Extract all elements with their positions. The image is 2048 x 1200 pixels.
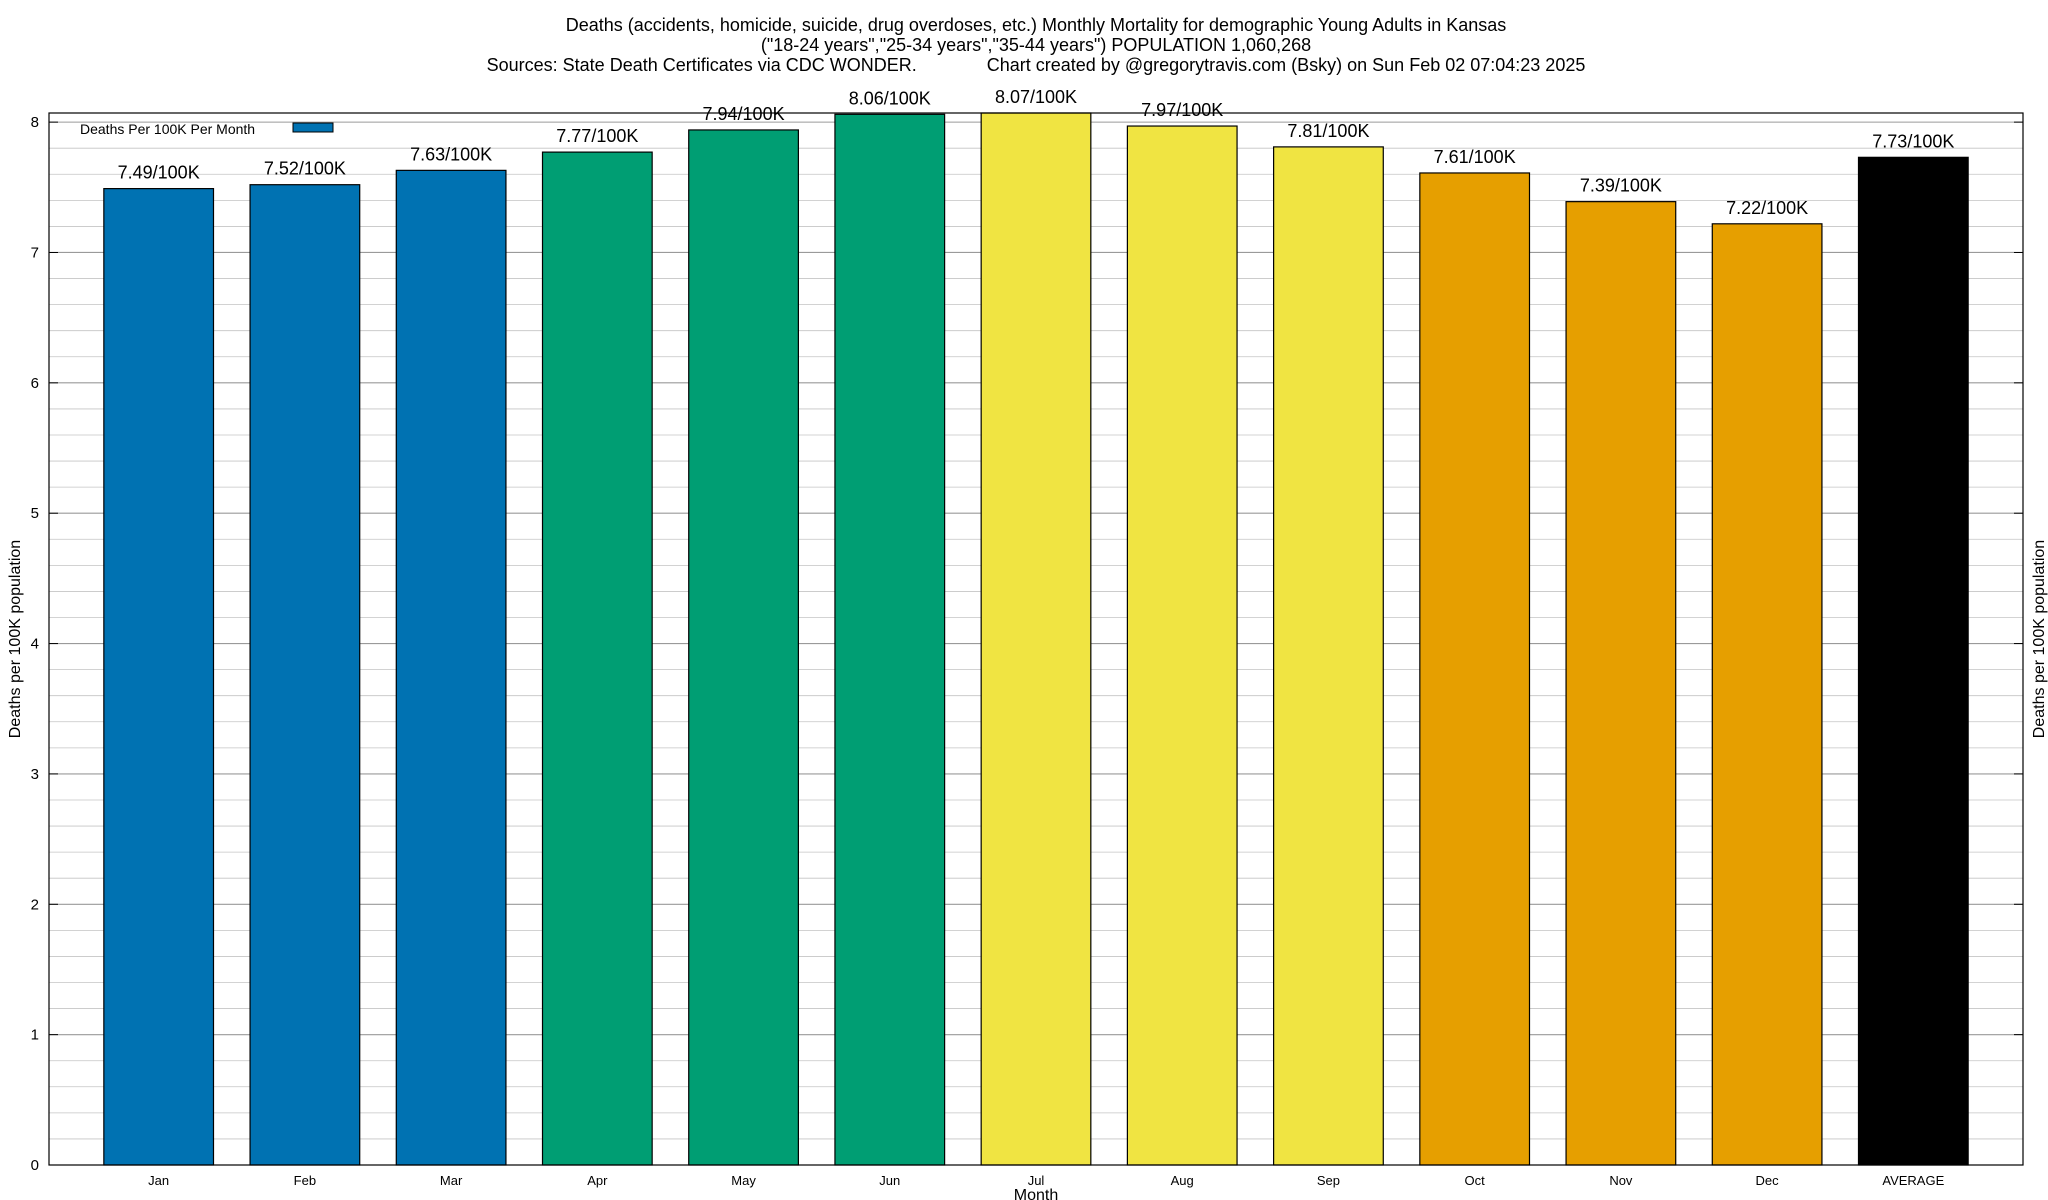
- bar-value-label: 7.39/100K: [1580, 176, 1662, 196]
- y-axis-ticks: 0 1 2 3 4 5 6 7 8: [31, 114, 2023, 1174]
- x-axis-ticks: Jan Feb Mar Apr May Jun Jul Aug Sep Oct Nov Dec AVER…: [148, 1173, 1944, 1188]
- bar-sep: [1273, 146, 1384, 1166]
- bar-oct: [1419, 172, 1531, 1166]
- bar-value-label: 8.06/100K: [849, 88, 931, 108]
- x-tick-label: Sep: [1317, 1173, 1340, 1188]
- y-tick-label: 1: [31, 1027, 39, 1044]
- bar-value-label: 7.97/100K: [1141, 100, 1223, 120]
- plot-frame: [48, 112, 2024, 1166]
- x-tick-label: AVERAGE: [1882, 1173, 1944, 1188]
- bar-value-label: 7.61/100K: [1434, 147, 1516, 167]
- legend-label: Deaths Per 100K Per Month: [80, 121, 255, 137]
- bar-value-label: 7.81/100K: [1287, 121, 1369, 141]
- y-tick-label: 3: [31, 766, 39, 783]
- legend-swatch: [292, 122, 334, 133]
- bars: [103, 112, 1969, 1166]
- bar-jul: [980, 112, 1092, 1166]
- y-tick-label: 6: [31, 375, 39, 392]
- y-tick-label: 8: [31, 114, 39, 131]
- x-tick-label: Dec: [1756, 1173, 1780, 1188]
- chart-title-line3: Sources: State Death Certificates via CD…: [487, 55, 1586, 75]
- y-tick-label: 7: [31, 244, 39, 261]
- y-tick-label: 2: [31, 896, 39, 913]
- bar-value-label: 8.07/100K: [995, 87, 1077, 107]
- bar-nov: [1565, 201, 1677, 1166]
- bar-value-label: 7.73/100K: [1872, 131, 1954, 151]
- bar-mar: [395, 169, 507, 1166]
- bar-value-labels: 7.49/100K 7.52/100K 7.63/100K 7.77/100K 7.94…: [118, 87, 1955, 218]
- x-tick-label: Nov: [1609, 1173, 1633, 1188]
- x-tick-label: Oct: [1465, 1173, 1486, 1188]
- bar-jan: [103, 188, 215, 1166]
- chart-title-line1: Deaths (accidents, homicide, suicide, dr…: [566, 15, 1507, 35]
- x-tick-label: Aug: [1171, 1173, 1194, 1188]
- y-tick-label: 4: [31, 636, 39, 653]
- x-tick-label: Mar: [440, 1173, 463, 1188]
- bar-value-label: 7.49/100K: [118, 163, 200, 183]
- bar-value-label: 7.94/100K: [703, 104, 785, 124]
- y2-axis-label: Deaths per 100K population: [2031, 540, 2048, 738]
- bar-dec: [1711, 223, 1823, 1166]
- legend: Deaths Per 100K Per Month: [80, 121, 334, 137]
- y-tick-label: 5: [31, 505, 39, 522]
- x-tick-label: Jul: [1028, 1173, 1045, 1188]
- x-tick-label: May: [731, 1173, 756, 1188]
- bar-value-label: 7.77/100K: [556, 126, 638, 146]
- x-tick-label: Jan: [148, 1173, 169, 1188]
- bar-aug: [1126, 125, 1238, 1166]
- y-tick-label: 0: [31, 1157, 39, 1174]
- bar-value-label: 7.52/100K: [264, 159, 346, 179]
- y-axis-label: Deaths per 100K population: [7, 540, 24, 738]
- x-tick-label: Apr: [587, 1173, 608, 1188]
- x-tick-label: Jun: [879, 1173, 900, 1188]
- bar-jun: [834, 113, 946, 1166]
- bar-feb: [249, 184, 361, 1166]
- bar-value-label: 7.63/100K: [410, 144, 492, 164]
- x-axis-label: Month: [1014, 1187, 1058, 1200]
- bar-apr: [541, 151, 653, 1166]
- bar-value-label: 7.22/100K: [1726, 198, 1808, 218]
- bar-may: [688, 129, 799, 1166]
- x-tick-label: Feb: [294, 1173, 316, 1188]
- chart-title-line2: ("18-24 years","25-34 years","35-44 year…: [761, 35, 1311, 55]
- bar-average: [1857, 156, 1969, 1166]
